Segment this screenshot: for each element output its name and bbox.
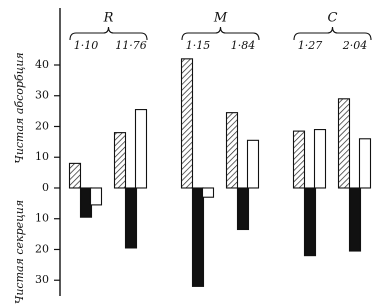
- group-label: M: [213, 11, 228, 26]
- bar: [113, 132, 127, 189]
- y-label-top: Чистая абсорбция: [13, 52, 26, 163]
- bar: [246, 139, 260, 189]
- y-tick-label: 20: [35, 242, 49, 255]
- bar: [201, 187, 215, 198]
- y-tick-label: 20: [35, 119, 49, 132]
- y-label-bottom: Чистая секреция: [13, 200, 26, 304]
- category-label: 1·10: [74, 39, 99, 52]
- category-label: 2·04: [342, 39, 368, 52]
- category-label: 1·15: [186, 39, 211, 52]
- y-tick-label: 10: [35, 150, 49, 163]
- y-tick-label: 0: [42, 181, 49, 194]
- bar: [225, 112, 239, 189]
- group-bracket: [293, 26, 372, 41]
- group-bracket: [181, 26, 260, 41]
- y-tick-label: 30: [35, 89, 49, 102]
- bar: [191, 187, 205, 287]
- bar: [337, 98, 351, 189]
- y-tick-label: 10: [35, 212, 49, 225]
- category-label: 1·84: [231, 39, 256, 52]
- bar: [303, 187, 317, 257]
- bar: [292, 130, 306, 189]
- bar: [358, 138, 372, 189]
- bar: [79, 187, 93, 218]
- group-bracket: [69, 26, 148, 41]
- y-tick-label: 30: [35, 273, 49, 286]
- group-label: C: [328, 11, 338, 26]
- bar: [313, 129, 327, 189]
- bar: [348, 187, 362, 252]
- bar: [68, 162, 82, 189]
- bar: [134, 109, 148, 189]
- group-label: R: [103, 11, 114, 26]
- bar: [180, 58, 194, 189]
- y-tick-label: 40: [35, 58, 49, 71]
- bar: [89, 187, 103, 206]
- bar: [124, 187, 138, 249]
- category-label: 11·76: [115, 39, 147, 52]
- bar: [236, 187, 250, 231]
- category-label: 1·27: [298, 39, 323, 52]
